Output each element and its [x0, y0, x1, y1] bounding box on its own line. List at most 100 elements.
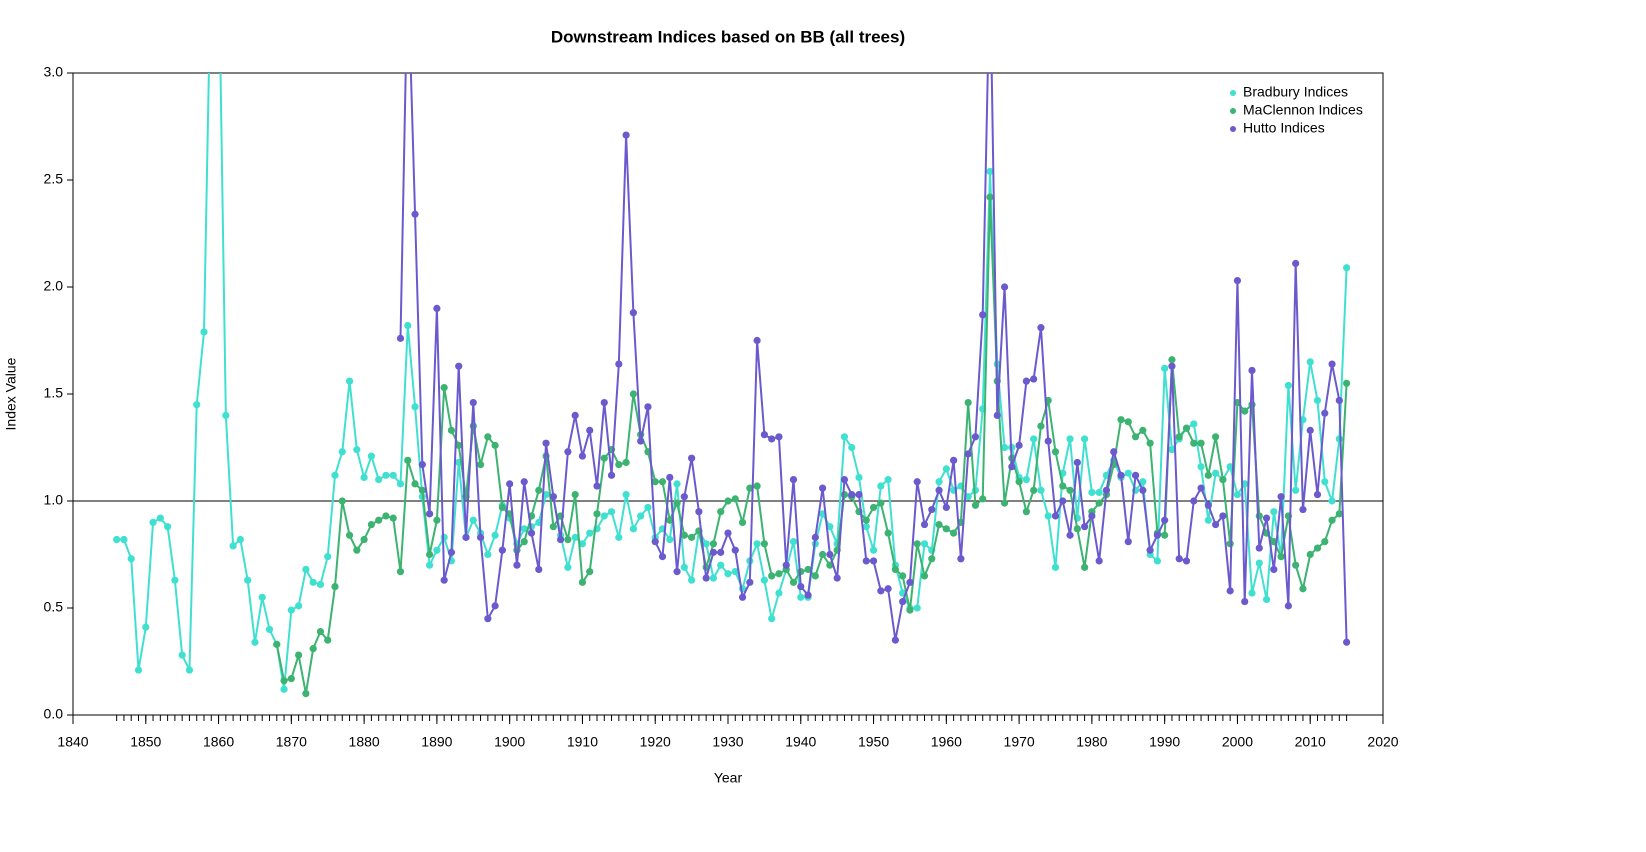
data-point	[433, 304, 441, 312]
data-point	[1066, 435, 1074, 443]
data-point	[1081, 563, 1089, 571]
data-point	[717, 548, 725, 556]
data-point	[491, 602, 499, 610]
data-point	[1066, 531, 1074, 539]
data-point	[1073, 525, 1081, 533]
data-point	[244, 576, 252, 584]
data-point	[1284, 381, 1292, 390]
data-point	[571, 533, 579, 541]
data-point	[1335, 510, 1343, 518]
data-point	[644, 503, 652, 512]
data-point	[251, 638, 259, 646]
data-point	[1081, 523, 1089, 531]
data-point	[789, 538, 798, 546]
data-point	[1182, 424, 1191, 432]
data-point	[1037, 422, 1045, 430]
data-point	[738, 518, 747, 527]
data-point	[375, 516, 383, 524]
data-point	[1037, 324, 1045, 332]
data-point	[455, 441, 463, 449]
data-point	[622, 490, 630, 499]
data-point	[1051, 448, 1060, 456]
data-point	[789, 578, 798, 586]
data-point	[1343, 638, 1351, 646]
x-tick-label: 1990	[1149, 734, 1180, 750]
data-point	[396, 334, 405, 342]
data-point	[1255, 512, 1263, 520]
x-tick-label: 1850	[130, 734, 161, 750]
data-point	[302, 690, 310, 698]
data-point	[426, 550, 434, 559]
data-point	[229, 542, 237, 550]
data-point	[629, 525, 637, 533]
data-point	[1073, 458, 1081, 467]
data-point	[724, 570, 732, 578]
y-tick-label: 3.0	[44, 64, 64, 80]
data-point	[1008, 463, 1016, 471]
data-point	[1241, 407, 1249, 415]
data-point	[1255, 544, 1263, 552]
data-point	[469, 422, 477, 430]
data-point	[484, 433, 492, 441]
data-point	[753, 336, 761, 345]
data-point	[775, 433, 783, 441]
data-point	[724, 497, 732, 505]
data-point	[1233, 276, 1242, 285]
data-point	[950, 456, 958, 464]
data-point	[840, 433, 849, 441]
data-point	[651, 478, 659, 486]
data-point	[1299, 585, 1307, 593]
data-point	[746, 578, 754, 586]
data-point	[789, 476, 798, 484]
data-point	[1299, 505, 1307, 514]
data-point	[680, 493, 688, 501]
data-point	[360, 473, 368, 482]
data-point	[899, 597, 907, 606]
data-point	[848, 490, 856, 499]
data-point	[1161, 531, 1169, 539]
data-point	[673, 480, 681, 488]
legend-marker	[1230, 108, 1236, 114]
data-point	[1124, 469, 1132, 477]
data-point	[950, 529, 958, 537]
data-point	[855, 473, 863, 482]
data-point	[819, 550, 827, 559]
data-point	[666, 516, 674, 524]
y-tick-label: 0.0	[44, 706, 64, 722]
data-point	[1204, 516, 1212, 524]
data-point	[498, 546, 506, 554]
data-point	[1212, 469, 1220, 477]
data-point	[666, 535, 674, 544]
data-point	[149, 518, 157, 527]
data-point	[920, 572, 929, 580]
data-point	[891, 565, 899, 574]
data-point	[622, 458, 630, 467]
legend-marker	[1230, 90, 1236, 96]
data-point	[324, 553, 332, 561]
data-point	[877, 499, 885, 507]
y-tick-label: 2.5	[44, 171, 64, 187]
data-point	[1044, 437, 1052, 445]
legend-label: Bradbury Indices	[1243, 84, 1348, 100]
data-point	[833, 574, 841, 582]
y-tick-label: 0.5	[44, 599, 64, 615]
data-point	[891, 636, 899, 644]
data-point	[164, 523, 172, 531]
data-point	[1161, 516, 1169, 524]
data-point	[331, 583, 339, 591]
data-point	[309, 645, 317, 653]
data-point	[520, 525, 528, 533]
data-point	[127, 555, 135, 563]
data-point	[1044, 512, 1052, 520]
data-point	[797, 593, 805, 601]
data-point	[673, 499, 681, 507]
data-point	[738, 593, 747, 601]
series-line	[116, 73, 1348, 690]
data-point	[913, 604, 921, 612]
data-point	[957, 555, 965, 563]
data-point	[1270, 508, 1278, 516]
data-point	[1321, 409, 1329, 417]
data-point	[935, 520, 943, 529]
data-point	[869, 503, 878, 512]
data-point	[1139, 486, 1147, 494]
